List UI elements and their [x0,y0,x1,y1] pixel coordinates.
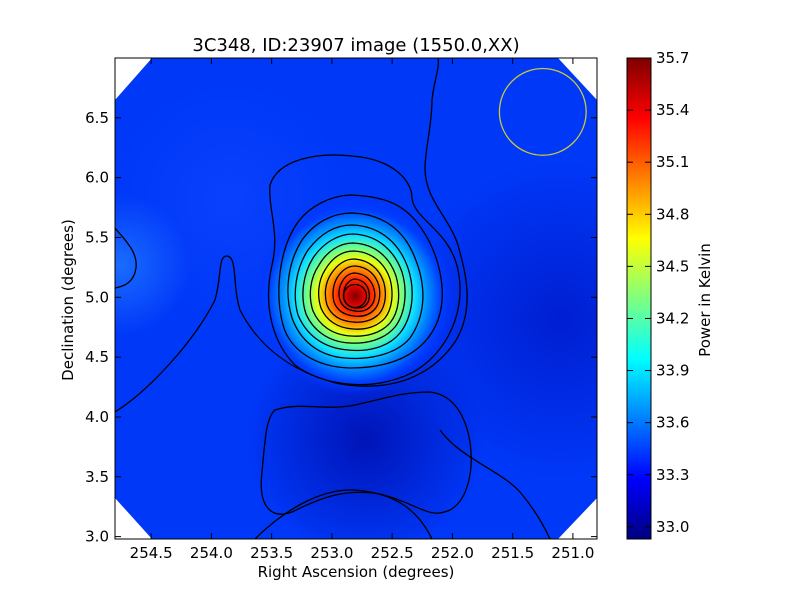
contour-bottom-depression [260,391,472,515]
colorbar-tick-label: 35.1 [656,153,689,171]
blank-corner-top-right [558,58,597,100]
colorbar-tick-label: 33.6 [656,414,689,432]
colorbar: 35.7 35.4 35.1 34.8 34.5 34.2 33.9 33.6 33.3 33.0… [626,49,714,540]
colorbar-tick-label: 34.8 [656,205,689,223]
contour-bottom-arc [254,489,433,539]
colorbar-tick-label: 33.0 [656,518,689,536]
contour-lines [115,58,551,539]
heatmap-image [115,58,597,539]
blank-corner-top-left [115,58,152,100]
x-tick-label: 252.5 [371,544,414,562]
y-tick-label: 4.0 [85,408,109,426]
colorbar-gradient [626,57,652,540]
contour-center-ring-4 [294,224,413,352]
y-axis-label: Declination (degrees) [59,219,77,381]
x-axis-label: Right Ascension (degrees) [258,563,455,581]
contour-center-ring-5 [302,233,406,344]
x-tick-label: 254.5 [130,544,173,562]
blank-corner-bottom-right [558,498,597,539]
colorbar-tick-label: 34.5 [656,257,689,275]
contour-outer-large [115,58,468,413]
colorbar-tick-label: 35.4 [656,101,689,119]
blank-corner-bottom-left [115,498,152,539]
x-tick-label: 253.5 [250,544,293,562]
x-tick-label: 251.5 [491,544,534,562]
x-tick-label: 251.0 [551,544,594,562]
y-tick-label: 4.5 [85,348,109,366]
y-axis-ticks: 3.0 3.5 4.0 4.5 5.0 5.5 6.0 6.5 [85,109,597,546]
contour-center-ring-6 [309,242,400,337]
x-tick-label: 254.0 [190,544,233,562]
contour-center-ring-1 [267,154,461,386]
y-tick-label: 3.0 [85,528,109,546]
chart-title: 3C348, ID:23907 image (1550.0,XX) [192,35,519,56]
plot-frame [114,57,598,540]
contour-center-ring-8 [324,258,386,323]
colorbar-tick-label: 33.9 [656,362,689,380]
contour-center-ring-2 [278,194,443,369]
y-tick-label: 6.0 [85,169,109,187]
contour-center-ring-3 [287,212,424,360]
contour-center-ring-7 [318,250,393,330]
colorbar-tick-label: 35.7 [656,49,689,67]
y-tick-label: 5.5 [85,228,109,246]
y-tick-label: 6.5 [85,109,109,127]
x-tick-label: 252.0 [431,544,474,562]
contour-lower-right [439,429,551,539]
contour-center-ring-10 [338,272,376,313]
colorbar-tick-label: 34.2 [656,309,689,327]
contour-center-ring-12 [342,283,368,309]
y-tick-label: 5.0 [85,288,109,306]
colorbar-label: Power in Kelvin [696,243,714,357]
colorbar-ticks: 35.7 35.4 35.1 34.8 34.5 34.2 33.9 33.6 33.3 33.0 [627,49,689,536]
contour-center-ring-9 [332,265,381,317]
beam-circle [498,67,587,156]
contour-left-edge [115,227,137,289]
y-tick-label: 3.5 [85,468,109,486]
x-axis-ticks: 254.5 254.0 253.5 253.0 252.5 252.0 251.5 251.0 [130,58,594,562]
colorbar-tick-label: 33.3 [656,466,689,484]
x-tick-label: 253.0 [310,544,353,562]
